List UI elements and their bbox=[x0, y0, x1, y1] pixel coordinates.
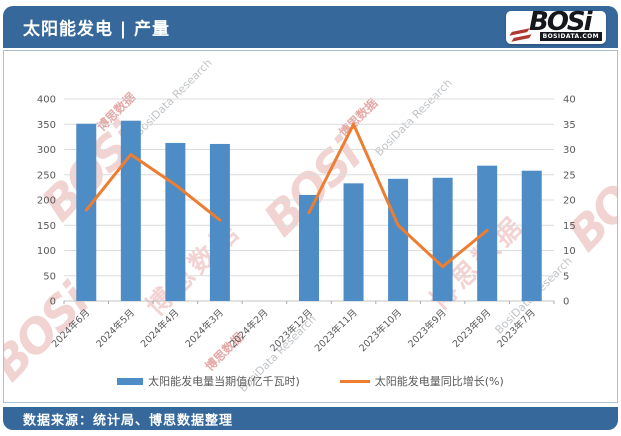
svg-text:2023年11月: 2023年11月 bbox=[312, 307, 360, 355]
legend-item-bar: 太阳能发电量当期值(亿千瓦时) bbox=[117, 373, 300, 389]
svg-text:35: 35 bbox=[563, 120, 576, 131]
svg-text:30: 30 bbox=[563, 145, 576, 156]
svg-text:10: 10 bbox=[563, 246, 576, 257]
page-title: 太阳能发电 | 产量 bbox=[23, 19, 171, 40]
bosi-logo: BOSi BOSIDATA.COM bbox=[506, 7, 606, 44]
svg-text:2024年5月: 2024年5月 bbox=[94, 307, 137, 350]
legend-line-label: 太阳能发电量同比增长(%) bbox=[374, 375, 504, 388]
svg-text:2024年3月: 2024年3月 bbox=[183, 307, 226, 350]
svg-text:40: 40 bbox=[563, 95, 576, 106]
legend-line-swatch-icon bbox=[339, 379, 370, 383]
legend-bar-label: 太阳能发电量当期值(亿千瓦时) bbox=[148, 375, 300, 388]
svg-text:2023年10月: 2023年10月 bbox=[357, 307, 405, 355]
legend-bar-swatch-icon bbox=[117, 377, 144, 385]
svg-text:2023年9月: 2023年9月 bbox=[405, 307, 448, 350]
svg-text:20: 20 bbox=[563, 196, 576, 207]
svg-text:2024年2月: 2024年2月 bbox=[227, 307, 270, 350]
data-source-text: 数据来源：统计局、博思数据整理 bbox=[23, 413, 234, 428]
svg-text:50: 50 bbox=[43, 271, 56, 282]
svg-text:2024年4月: 2024年4月 bbox=[138, 307, 181, 350]
svg-text:15: 15 bbox=[563, 221, 576, 232]
svg-text:350: 350 bbox=[37, 120, 56, 131]
svg-text:25: 25 bbox=[563, 170, 576, 181]
svg-text:200: 200 bbox=[37, 196, 56, 207]
svg-text:0: 0 bbox=[50, 297, 56, 308]
svg-text:2023年12月: 2023年12月 bbox=[268, 307, 316, 355]
svg-text:100: 100 bbox=[37, 246, 56, 257]
chart-legend: 太阳能发电量当期值(亿千瓦时) 太阳能发电量同比增长(%) bbox=[4, 373, 617, 389]
report-card: 太阳能发电 | 产量 BOSi BOSIDATA.COM BOSi BOSi B… bbox=[3, 6, 618, 430]
svg-text:2023年8月: 2023年8月 bbox=[450, 307, 493, 350]
svg-text:150: 150 bbox=[37, 221, 56, 232]
chart-panel: BOSi BOSi BOSi BOSi 博思数据 博思数据 博思数据 博思数据 … bbox=[3, 50, 618, 403]
svg-text:0: 0 bbox=[563, 297, 569, 308]
footer-bar: 数据来源：统计局、博思数据整理 bbox=[3, 407, 618, 430]
header-bar: 太阳能发电 | 产量 BOSi BOSIDATA.COM bbox=[3, 6, 618, 48]
svg-text:5: 5 bbox=[563, 271, 569, 282]
legend-item-line: 太阳能发电量同比增长(%) bbox=[339, 373, 504, 389]
svg-text:2024年6月: 2024年6月 bbox=[49, 307, 92, 350]
chart-plot-area: 0 0 50 5 100 10 150 15 200 20 250 25 300 30 350 35 400 40… bbox=[37, 95, 576, 355]
svg-text:400: 400 bbox=[37, 95, 56, 106]
svg-text:300: 300 bbox=[37, 145, 56, 156]
bosi-logo-domain: BOSIDATA.COM bbox=[539, 32, 602, 41]
svg-text:2023年7月: 2023年7月 bbox=[495, 307, 538, 350]
svg-text:250: 250 bbox=[37, 170, 56, 181]
